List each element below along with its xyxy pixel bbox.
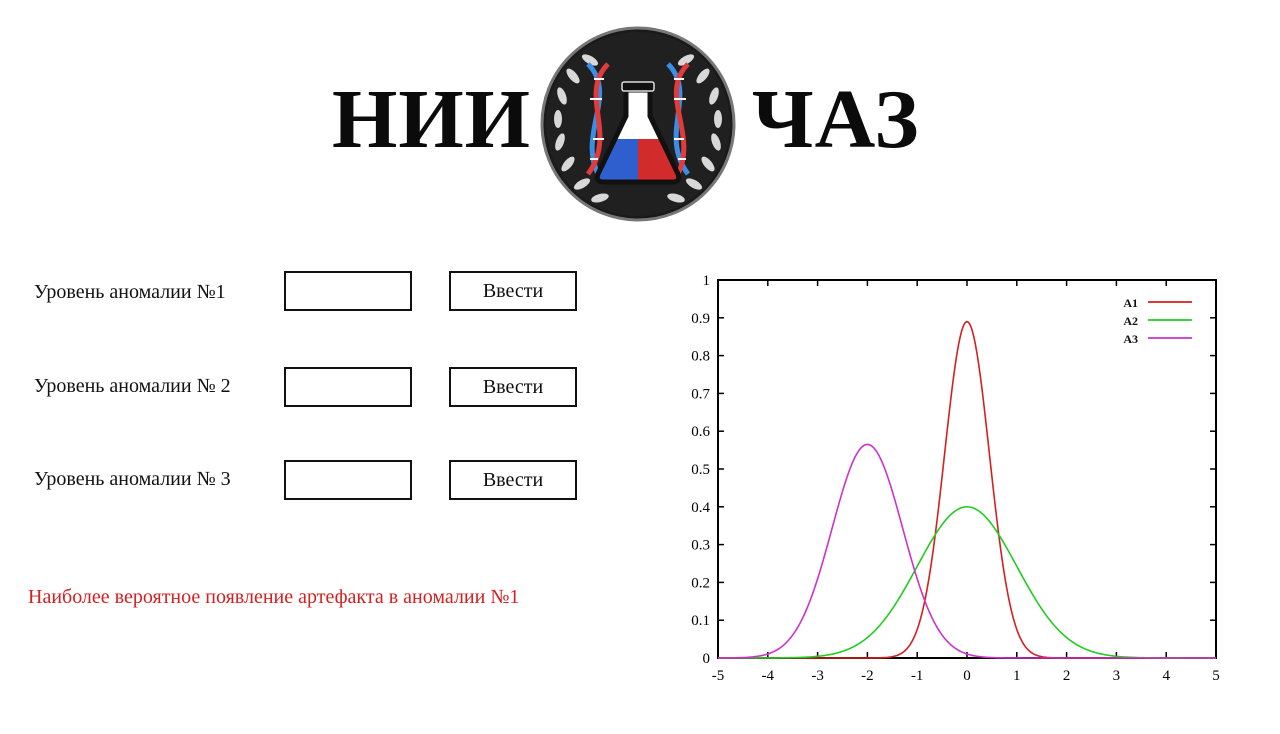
y-tick-label: 0.3 bbox=[691, 538, 710, 554]
header-title-left: НИИ bbox=[332, 73, 532, 166]
anomaly-3-input[interactable] bbox=[284, 460, 412, 500]
anomaly-distribution-chart: -5 -4 -3 -2 -1 0 1 2 3 4 5 0 0.1 0.2 0.3 0.4 0.5 0.6 0.7 0.… bbox=[691, 273, 1220, 684]
y-tick-label: 0.9 bbox=[691, 311, 710, 327]
x-tick-label: 1 bbox=[1013, 668, 1021, 684]
anomaly-1-label: Уровень аномалии №1 bbox=[34, 281, 226, 303]
header-title-right: ЧАЗ bbox=[752, 73, 920, 166]
x-tick-label: 0 bbox=[963, 668, 971, 684]
anomaly-1-input[interactable] bbox=[284, 271, 412, 311]
legend-label-a2: A2 bbox=[1123, 314, 1138, 328]
x-tick-label: -4 bbox=[762, 668, 775, 684]
series-line-a1 bbox=[718, 320, 1216, 659]
legend-label-a1: A1 bbox=[1123, 296, 1138, 310]
y-tick-label: 0.7 bbox=[691, 386, 710, 402]
x-tick-label: 5 bbox=[1212, 668, 1220, 684]
anomaly-2-label: Уровень аномалии № 2 bbox=[34, 375, 231, 397]
x-tick-label: -3 bbox=[811, 668, 824, 684]
anomaly-2-submit-button[interactable]: Ввести bbox=[449, 367, 577, 407]
y-tick-label: 0.1 bbox=[691, 613, 710, 629]
x-tick-label: -1 bbox=[911, 668, 924, 684]
y-tick-label: 1 bbox=[703, 273, 711, 289]
anomaly-1-submit-button[interactable]: Ввести bbox=[449, 271, 577, 311]
y-tick-label: 0.6 bbox=[691, 424, 710, 440]
y-tick-label: 0.8 bbox=[691, 349, 710, 365]
y-tick-label: 0 bbox=[703, 651, 711, 667]
anomaly-2-input[interactable] bbox=[284, 367, 412, 407]
anomaly-3-submit-button[interactable]: Ввести bbox=[449, 460, 577, 500]
plot-frame bbox=[717, 279, 1217, 659]
x-tick-label: -2 bbox=[861, 668, 874, 684]
series-line-a3 bbox=[718, 443, 1216, 659]
lab-emblem-logo-icon bbox=[540, 26, 736, 222]
anomaly-3-label: Уровень аномалии № 3 bbox=[34, 468, 231, 490]
y-tick-label: 0.4 bbox=[691, 500, 710, 516]
legend-label-a3: A3 bbox=[1123, 332, 1138, 346]
x-tick-label: 4 bbox=[1162, 668, 1170, 684]
y-tick-label: 0.2 bbox=[691, 575, 710, 591]
x-tick-label: 3 bbox=[1113, 668, 1121, 684]
x-tick-label: 2 bbox=[1063, 668, 1071, 684]
result-message: Наиболее вероятное появление артефакта в… bbox=[28, 586, 520, 608]
x-tick-label: -5 bbox=[712, 668, 725, 684]
y-tick-label: 0.5 bbox=[691, 462, 710, 478]
